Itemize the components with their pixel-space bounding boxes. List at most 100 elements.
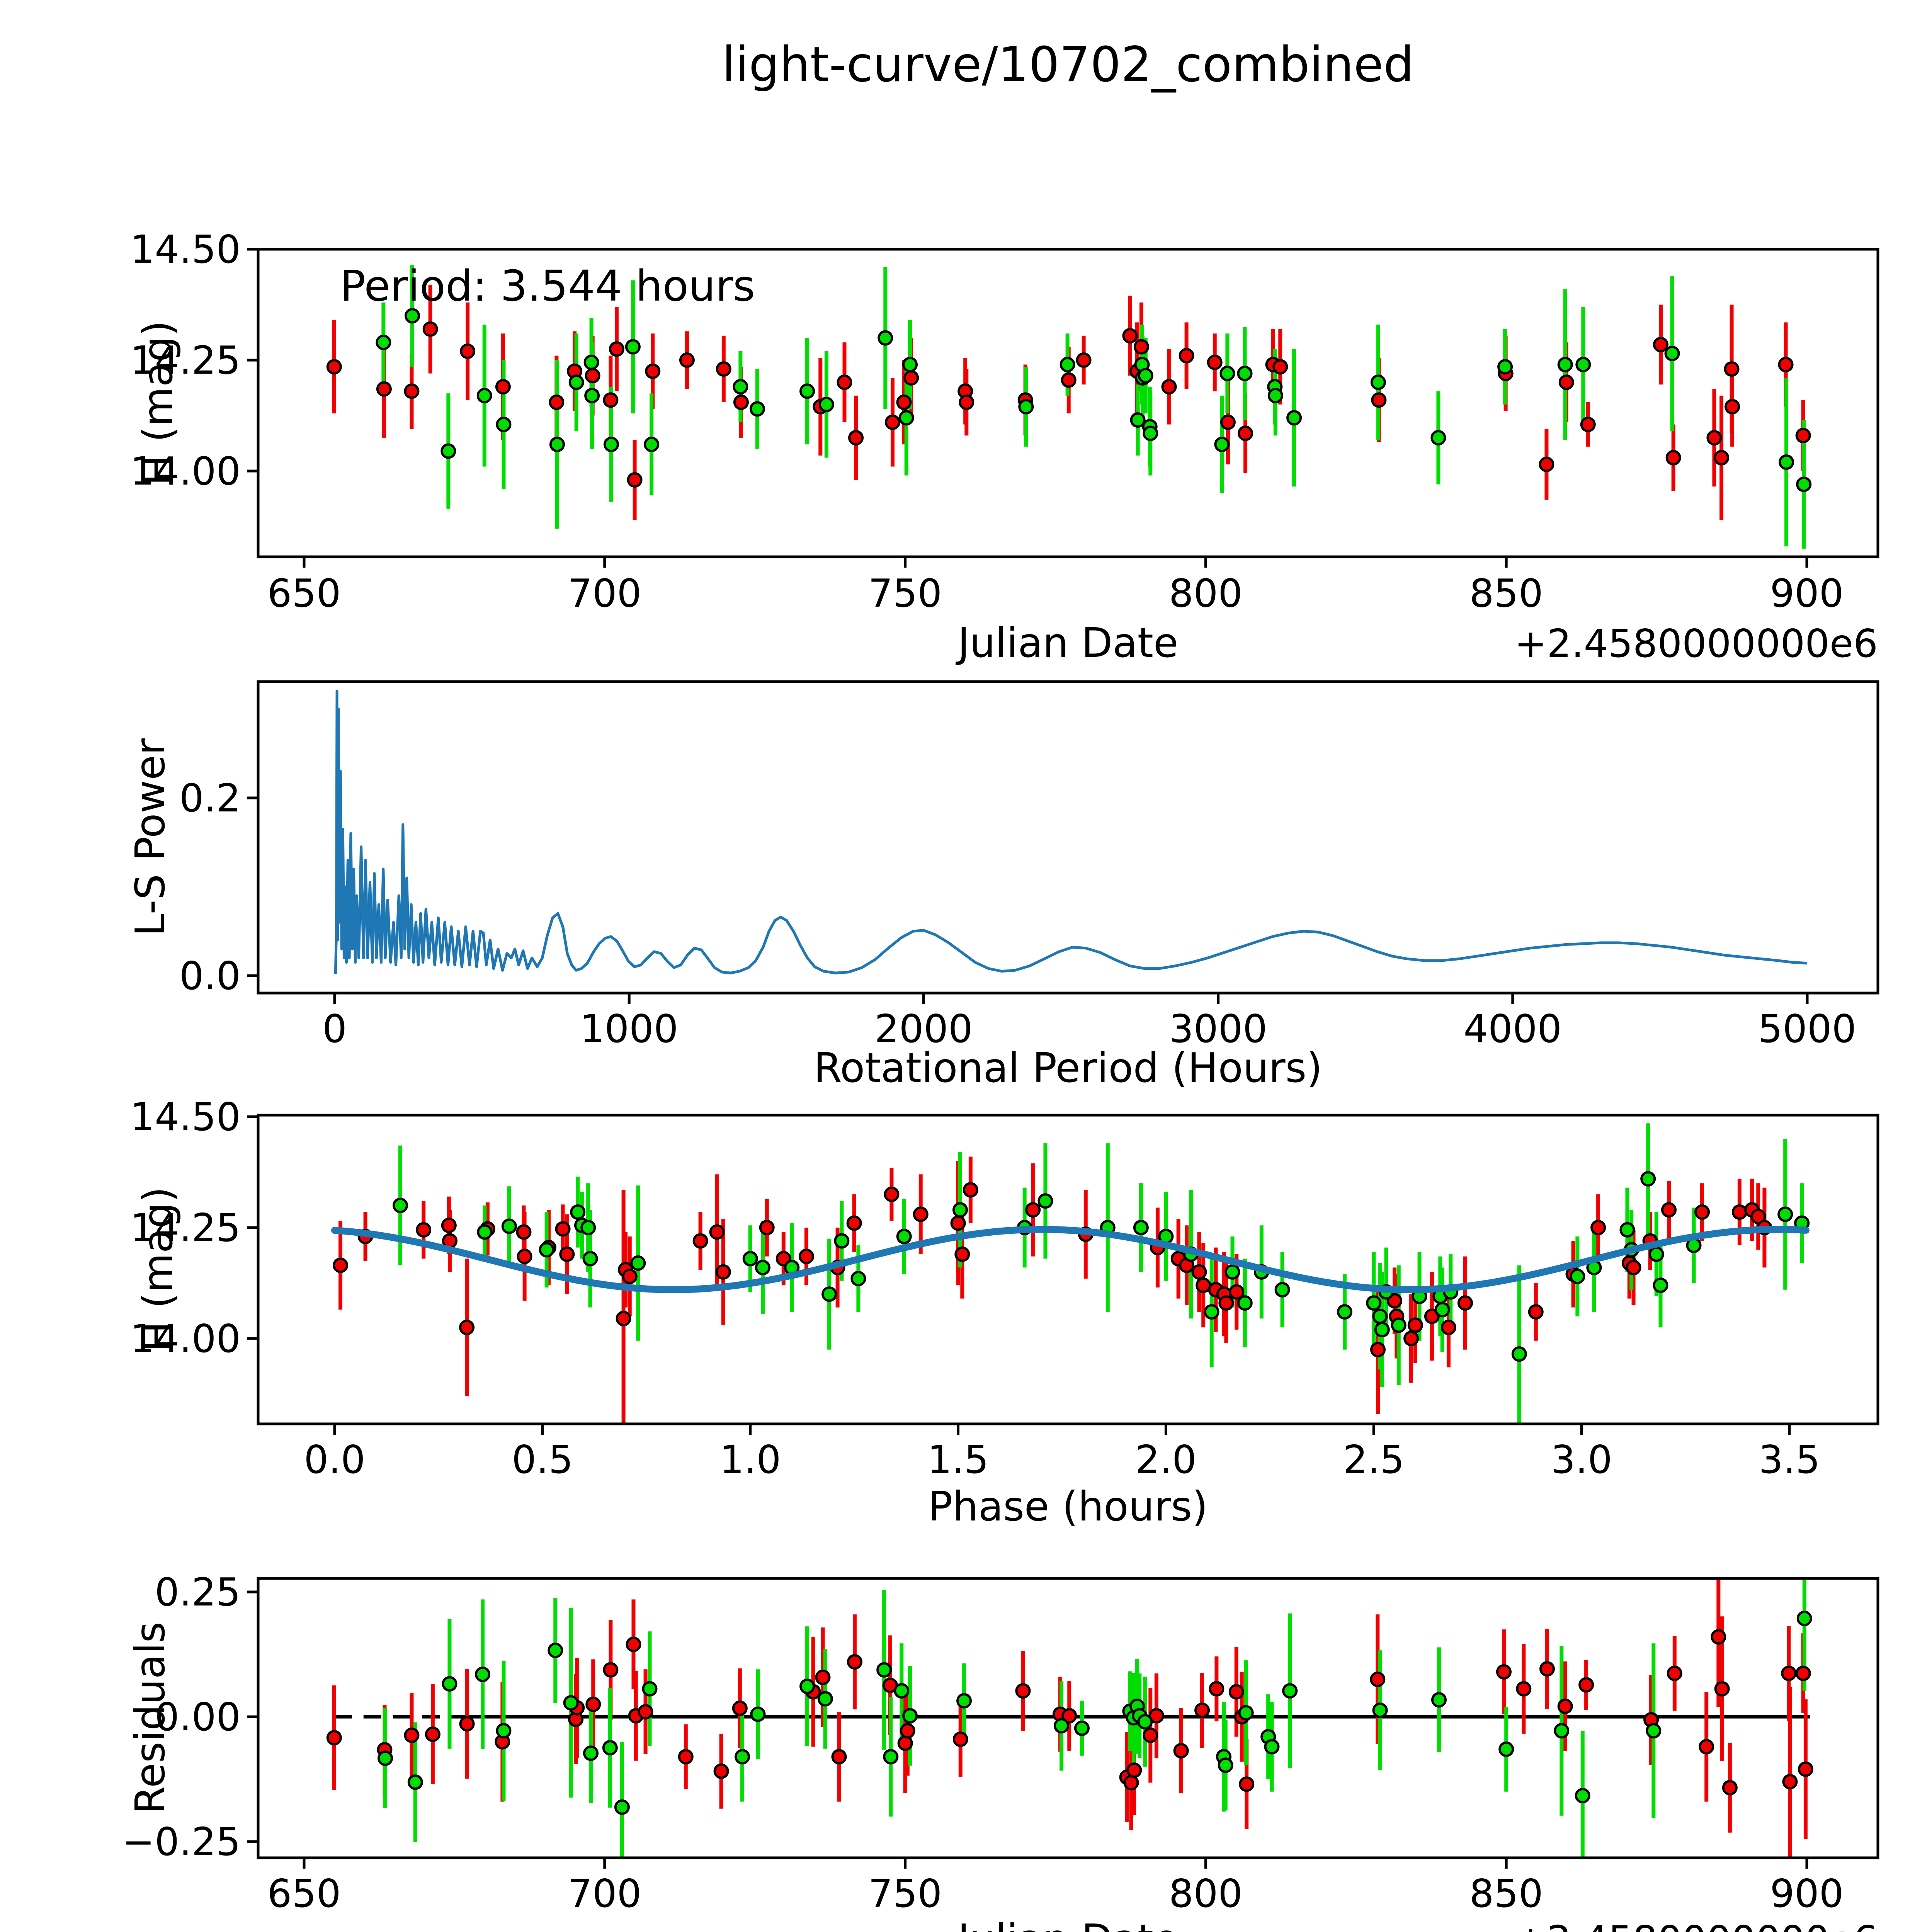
data-point <box>568 374 584 390</box>
data-point <box>850 1271 866 1287</box>
x-tick-label: 5000 <box>1758 1006 1857 1051</box>
data-point <box>1161 379 1177 395</box>
fit-curve <box>331 1226 1810 1293</box>
panel-lightcurve-jd: 650 700 750 800 850 900 14.50 14.25 14.00 <box>130 227 1879 616</box>
data-point <box>1795 428 1811 444</box>
data-point <box>716 361 731 377</box>
x-tick-label: 700 <box>568 571 641 616</box>
data-point <box>1267 388 1283 403</box>
data-point <box>1282 1683 1298 1699</box>
data-point <box>735 1749 750 1765</box>
data-point <box>876 1662 892 1678</box>
data-point <box>583 1745 599 1761</box>
data-point <box>884 414 900 430</box>
data-point <box>896 395 912 410</box>
data-point <box>896 1228 912 1244</box>
x-tick-label: 1.5 <box>927 1437 989 1482</box>
data-point <box>1777 1206 1793 1222</box>
panel1-ylabel: H (mag) <box>134 320 182 486</box>
figure-title: light-curve/10702_combined <box>722 37 1414 93</box>
data-point <box>1143 1727 1158 1743</box>
x-tick-label: 900 <box>1770 571 1844 616</box>
data-point <box>609 341 624 357</box>
data-point <box>1074 1720 1090 1736</box>
panel-periodogram: 0 1000 2000 3000 4000 5000 0.0 0.2 <box>179 680 1879 1051</box>
data-point <box>1391 1317 1406 1333</box>
panel-residuals: 650 700 750 800 850 900 0.25 0.00 −0.25 <box>122 1570 1879 1916</box>
data-point <box>441 1218 457 1233</box>
data-point <box>1239 1776 1255 1792</box>
data-point <box>1646 1723 1662 1739</box>
data-point <box>1431 1692 1447 1708</box>
data-point <box>475 1667 491 1682</box>
x-tick-label: 2000 <box>874 1006 973 1051</box>
data-point <box>1590 1220 1606 1235</box>
data-point <box>326 1730 342 1746</box>
data-point <box>898 410 914 426</box>
data-point <box>603 392 619 408</box>
data-point <box>733 395 749 410</box>
data-point <box>1209 1681 1225 1697</box>
panel2-ylabel: L-S Power <box>127 738 174 936</box>
data-point <box>549 437 565 452</box>
data-point <box>1018 399 1034 415</box>
data-point <box>1640 1171 1656 1187</box>
data-point <box>1238 1705 1254 1721</box>
data-point <box>1496 1664 1512 1680</box>
data-point <box>954 1246 970 1262</box>
data-point <box>644 437 660 452</box>
data-point <box>715 1264 731 1280</box>
data-point <box>625 339 641 355</box>
data-point <box>831 1749 847 1765</box>
data-point <box>897 1735 913 1751</box>
data-point <box>1237 366 1253 381</box>
data-point <box>1528 1304 1544 1320</box>
data-point <box>1558 374 1574 390</box>
data-point <box>1214 437 1230 452</box>
data-point <box>709 1224 725 1240</box>
data-point <box>902 1708 918 1724</box>
y-tick-label: 14.25 <box>130 1205 241 1250</box>
data-point <box>630 1255 646 1271</box>
data-point <box>1711 1629 1726 1645</box>
data-point <box>1457 1295 1473 1311</box>
panel4-xlabel: Julian Date <box>955 1916 1178 1932</box>
data-point <box>1648 1246 1664 1262</box>
panel-data-area <box>326 265 1812 549</box>
data-point <box>1370 374 1386 390</box>
data-point <box>1570 1269 1585 1284</box>
data-point <box>440 443 456 459</box>
data-point <box>1207 354 1223 370</box>
data-point <box>815 1669 831 1685</box>
data-point <box>1575 1788 1590 1804</box>
data-point <box>501 1218 517 1234</box>
data-point <box>1196 1277 1211 1293</box>
data-point <box>1497 359 1513 375</box>
data-point <box>425 1726 440 1742</box>
data-point <box>952 1731 968 1747</box>
data-point <box>1264 1739 1280 1755</box>
data-point <box>570 1204 586 1220</box>
x-tick-label: 0 <box>322 1006 347 1051</box>
data-point <box>517 1248 532 1264</box>
x-tick-label: 800 <box>1169 1871 1243 1916</box>
data-point <box>584 388 600 403</box>
data-point <box>799 383 815 399</box>
data-point <box>1025 1202 1041 1218</box>
data-point <box>1371 392 1387 408</box>
panel3-xlabel: Phase (hours) <box>928 1483 1208 1530</box>
data-point <box>626 1636 641 1652</box>
panel1-x-offset: +2.4580000000e6 <box>1514 621 1878 666</box>
data-point <box>1580 417 1596 432</box>
data-point <box>496 1723 512 1739</box>
data-point <box>405 308 420 324</box>
data-point <box>1407 1317 1423 1333</box>
data-point <box>678 1749 694 1765</box>
data-point <box>460 344 476 359</box>
data-point <box>1229 1284 1245 1300</box>
data-point <box>1511 1346 1527 1362</box>
data-point <box>1498 1741 1514 1757</box>
x-tick-label: 850 <box>1469 1871 1543 1916</box>
data-point <box>1795 1665 1811 1681</box>
